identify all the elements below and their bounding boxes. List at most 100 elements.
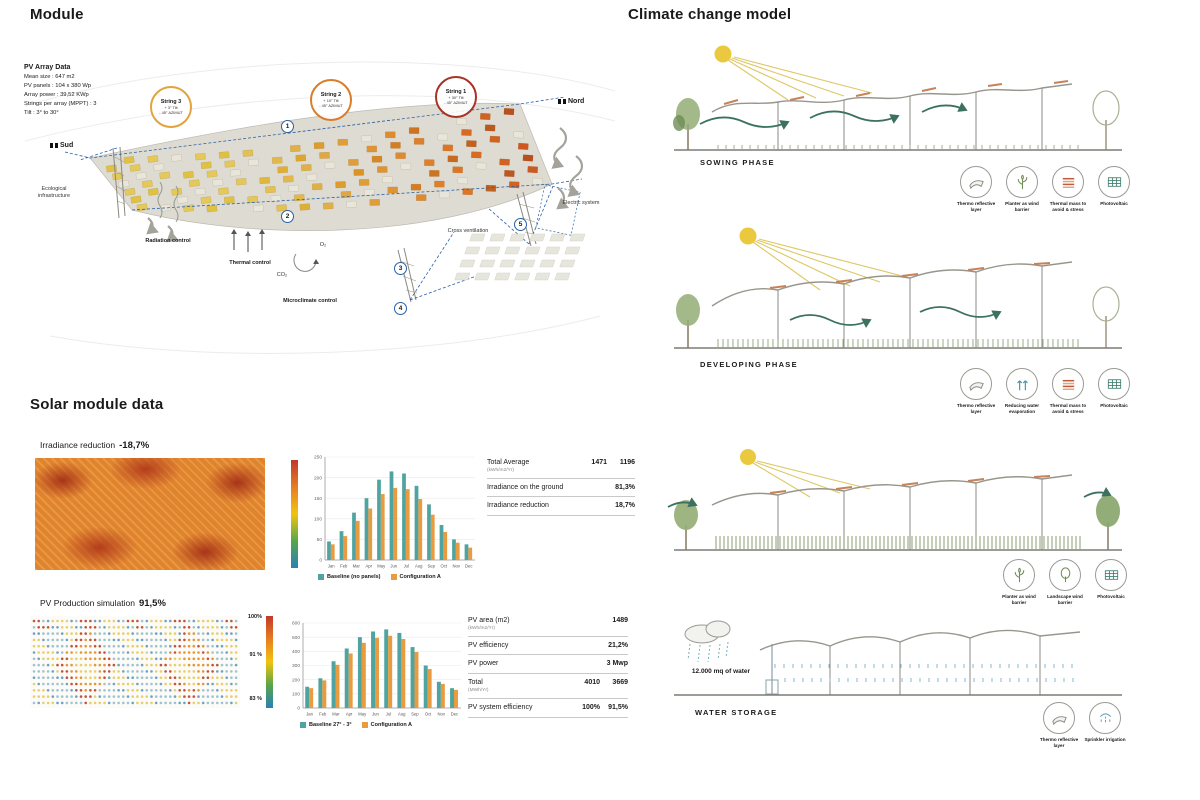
flag-icon — [55, 143, 58, 148]
stat-row: PV power 3 Mwp — [468, 655, 628, 675]
pv-array-line: Array power : 39,52 KWp — [24, 91, 89, 98]
stripes-icon-item: Thermal mass to avoid & stress — [1047, 166, 1089, 212]
phase-icons: Thermo reflective layer Reducing water ev… — [955, 368, 1135, 414]
phase-name: SOWING PHASE — [700, 158, 775, 167]
pv-array-line: Tilt : 3° to 30° — [24, 109, 59, 116]
cross-ventilation-label: Cross ventilation — [447, 228, 489, 234]
stat-label: PV power — [468, 660, 499, 668]
svg-text:Jul: Jul — [404, 564, 409, 569]
svg-text:Jul: Jul — [386, 712, 391, 717]
dry-tree-icon — [1092, 90, 1120, 126]
pv-pattern-svg — [30, 616, 240, 708]
arrows-icon-item: Reducing water evaporation — [1001, 368, 1043, 414]
stat-value: 4010 — [584, 679, 600, 687]
stat-row: PV efficiency 21,2% — [468, 637, 628, 656]
sprinkler-icon-item: Sprinkler irrigation — [1084, 702, 1126, 748]
irradiance-heatmap — [35, 458, 265, 570]
svg-text:400: 400 — [292, 649, 300, 655]
svg-text:500: 500 — [292, 635, 300, 641]
svg-text:600: 600 — [292, 621, 300, 627]
icon-label: Sprinkler irrigation — [1084, 737, 1126, 742]
compass-south: Sud — [50, 142, 73, 149]
pv-icon — [1095, 559, 1127, 591]
sheet-icon — [1043, 702, 1075, 734]
legend-swatch-icon — [361, 722, 368, 728]
svg-text:Nov: Nov — [438, 712, 446, 717]
irradiance-chart: 0 50 100 150 200 250 Jan Feb Mar Apr May Jun Jul Aug S… — [305, 452, 477, 575]
stat-label: Irradiance on the ground — [487, 483, 564, 491]
pv-icon — [1098, 166, 1130, 198]
pv-array-data-title: PV Array Data — [24, 64, 71, 71]
svg-text:Oct: Oct — [440, 564, 447, 569]
radiation-squiggles — [157, 181, 179, 223]
svg-text:200: 200 — [314, 475, 322, 481]
legend-swatch-icon — [390, 574, 397, 580]
plant-icon-item: Planter as wind barrier — [998, 559, 1040, 605]
pv-icon-item: Photovoltaic — [1093, 368, 1135, 414]
svg-text:Aug: Aug — [398, 712, 406, 717]
string-2-badge: String 2 + 10° Tilt - 45° AZIMUT — [310, 79, 352, 121]
svg-text:Aug: Aug — [415, 564, 423, 569]
scale-100: 100% — [247, 614, 262, 620]
svg-text:0: 0 — [297, 706, 300, 712]
canopy-posts — [777, 88, 1043, 150]
tree-icon — [1049, 559, 1081, 591]
legend-item: Baseline 27° - 3° — [300, 722, 352, 728]
mature-crops — [715, 536, 1081, 549]
canopy-rolls — [723, 80, 1069, 105]
tree-icon — [1096, 495, 1120, 527]
sun-icon — [739, 227, 757, 245]
sheet-icon-item: Thermo reflective layer — [1038, 702, 1080, 748]
pv-array-line: PV panels : 104 x 380 Wp — [24, 82, 92, 89]
icon-label: Planter as wind barrier — [1002, 594, 1036, 605]
pv-colorbar — [266, 616, 273, 708]
sheet-icon — [960, 166, 992, 198]
string-azimut: - 45° AZIMUT — [444, 100, 468, 105]
sheet-icon — [960, 368, 992, 400]
svg-text:Sep: Sep — [411, 712, 419, 717]
svg-text:May: May — [377, 564, 386, 569]
pv-simulation-value: 91,5% — [138, 598, 166, 609]
cloud-icon — [684, 620, 731, 644]
icon-label: Landscape wind barrier — [1047, 594, 1083, 605]
water-note: 12.000 mq of water — [691, 668, 751, 675]
irradiance-colorbar — [291, 460, 298, 568]
sprinkler-spray — [774, 664, 1073, 668]
string-1-badge: String 1 + 30° Tilt - 45° AZIMUT — [435, 76, 477, 118]
pv-array-line: Mean size : 647 m2 — [24, 74, 75, 80]
legend-item: Baseline (no panels) — [318, 574, 381, 580]
tree-icon — [674, 500, 698, 530]
stat-row: Irradiance reduction 18,7% — [487, 497, 635, 517]
stat-label: PV system efficiency — [468, 703, 533, 711]
module-heading: Module — [30, 6, 84, 23]
radiation-control-label: Radiation control — [145, 238, 191, 244]
svg-text:100: 100 — [314, 517, 322, 523]
phase-developing-art — [674, 227, 1122, 349]
flag-icon — [558, 99, 561, 104]
string-name: String 3 — [160, 98, 182, 105]
phase-developing: DEVELOPING PHASE Thermo reflective layer… — [660, 220, 1140, 425]
stat-row: PV area (m2) (kWh/m2/Yr) 1489 — [468, 612, 628, 637]
marker-1: 1 — [281, 120, 294, 133]
string-azimut: - 45° AZIMUT — [159, 110, 183, 115]
marker-3: 3 — [394, 262, 407, 275]
svg-text:100: 100 — [292, 692, 300, 698]
icon-label: Thermo reflective layer — [1039, 737, 1079, 748]
phase-icons: Planter as wind barrier Landscape wind ba… — [998, 559, 1132, 605]
string-tilt: + 10° Tilt — [323, 97, 339, 103]
pv-icon — [1098, 368, 1130, 400]
sun-rays — [727, 56, 873, 101]
canopy-posts — [777, 266, 1043, 348]
irradiance-legend: Baseline (no panels) Configuration A — [318, 574, 441, 580]
svg-text:Mar: Mar — [332, 712, 340, 717]
pv-chart: 0 100 200 300 400 500 600 Jan Feb Mar Apr May Jun Jul… — [283, 618, 463, 723]
stat-value: 21,2% — [608, 641, 628, 649]
sun-icon — [740, 449, 756, 465]
stat-value: 3669 — [612, 679, 628, 687]
svg-text:Mar: Mar — [353, 564, 361, 569]
irradiance-stats-table: Total Average (kWh/m2/Yr) 1471 1196 Irradian… — [487, 454, 635, 517]
svg-text:Apr: Apr — [346, 712, 353, 717]
canopy-rolls — [769, 475, 1051, 494]
icon-label: Reducing water evaporation — [1004, 403, 1040, 414]
